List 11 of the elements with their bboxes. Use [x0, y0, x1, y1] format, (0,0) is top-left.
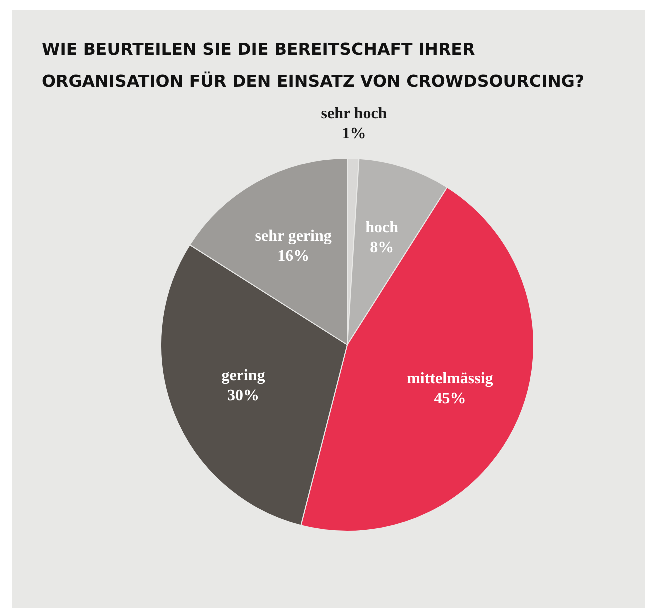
slice-label: gering: [222, 367, 266, 384]
slice-label: hoch: [366, 220, 399, 237]
data-label: 1%: [342, 126, 366, 143]
data-label: 30%: [227, 387, 260, 404]
data-label: 45%: [434, 390, 466, 408]
slice-label: mittelmässig: [407, 370, 494, 388]
chart-title: WIE BEURTEILEN SIE DIE BEREITSCHAFT IHRER ORGANISATION FÜR DEN EINSATZ VON CROWDSOURCING?: [42, 39, 586, 93]
slice-label: sehr hoch: [321, 106, 388, 123]
data-label: 8%: [370, 240, 394, 257]
slice-label: sehr gering: [255, 228, 332, 246]
data-label: 16%: [278, 248, 310, 266]
